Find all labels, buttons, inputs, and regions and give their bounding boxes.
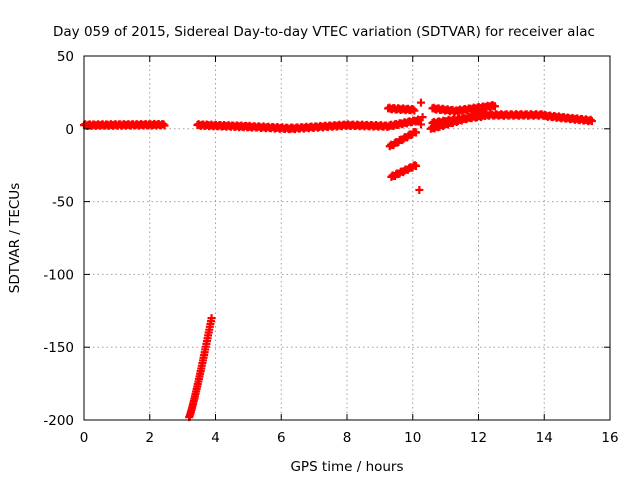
y-tick-label: -150 [43, 340, 74, 356]
data-point [416, 98, 425, 107]
data-point [207, 314, 216, 323]
data-point [490, 102, 499, 111]
data-point [586, 115, 595, 124]
data-points [80, 98, 596, 422]
x-tick-label: 8 [343, 430, 352, 446]
x-axis: 0 2 4 6 8 10 12 14 16 [80, 56, 619, 446]
data-point [159, 120, 168, 129]
y-axis-label: SDTVAR / TECUs [7, 183, 23, 293]
x-tick-label: 14 [536, 430, 553, 446]
data-point [409, 105, 418, 114]
data-point [587, 117, 596, 126]
data-point [418, 113, 427, 122]
data-point [416, 120, 425, 129]
x-tick-label: 12 [470, 430, 487, 446]
data-point [415, 185, 424, 194]
x-tick-label: 2 [145, 430, 154, 446]
y-tick-label: 50 [57, 49, 74, 65]
y-tick-label: -50 [52, 195, 74, 211]
y-tick-label: -200 [43, 413, 74, 429]
x-tick-label: 6 [277, 430, 286, 446]
chart-title: Day 059 of 2015, Sidereal Day-to-day VTE… [53, 24, 595, 40]
data-point [412, 161, 421, 170]
x-tick-label: 10 [404, 430, 421, 446]
y-tick-label: -100 [43, 267, 74, 283]
x-tick-label: 4 [211, 430, 220, 446]
data-point [160, 121, 169, 130]
data-point [410, 106, 419, 115]
y-tick-label: 0 [65, 122, 74, 138]
x-tick-label: 0 [80, 430, 89, 446]
data-point [412, 128, 421, 137]
x-tick-label: 16 [601, 430, 618, 446]
y-axis: 50 0 -50 -100 -150 -200 [43, 49, 610, 429]
x-axis-label: GPS time / hours [290, 459, 403, 475]
